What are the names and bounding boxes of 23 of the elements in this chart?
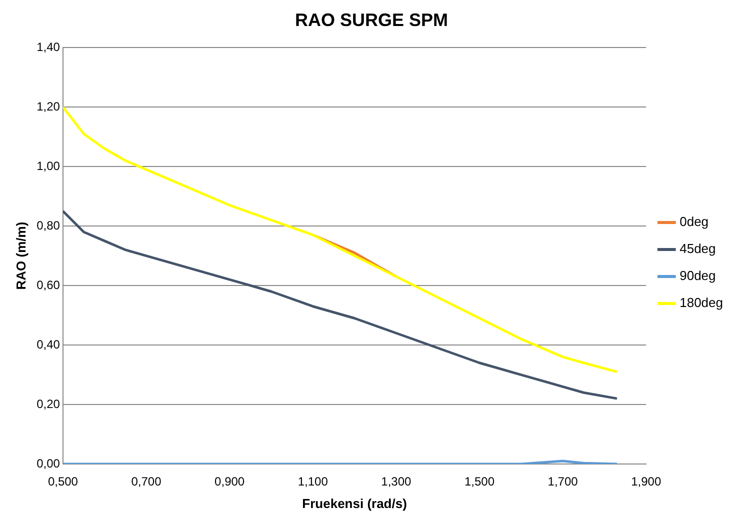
legend-label: 0deg: [680, 214, 709, 230]
x-tick-label: 1,700: [548, 474, 578, 489]
chart-title: RAO SURGE SPM: [294, 10, 448, 30]
legend-label: 45deg: [680, 241, 716, 256]
y-tick-label: 0,60: [36, 278, 60, 292]
y-tick-label: 0,40: [36, 337, 60, 352]
y-tick-label: 1,40: [36, 40, 60, 54]
x-tick-label: 0,500: [48, 474, 78, 489]
x-tick-label: 1,500: [464, 474, 495, 489]
y-axis-title: RAO (m/m): [13, 222, 28, 290]
legend-label: 180deg: [680, 295, 724, 310]
legend-label: 90deg: [680, 268, 716, 284]
x-tick-label: 0,900: [214, 474, 245, 489]
x-tick-label: 1,900: [631, 474, 662, 489]
x-tick-label: 0,700: [131, 474, 162, 489]
y-tick-label: 0,80: [36, 218, 60, 232]
y-tick-label: 0,00: [36, 456, 60, 470]
y-tick-label: 1,00: [36, 158, 60, 173]
y-tick-label: 1,20: [36, 99, 60, 114]
y-tick-label: 0,20: [36, 396, 60, 411]
x-tick-label: 1,100: [298, 474, 328, 489]
x-axis-title: Fruekensi (rad/s): [302, 496, 407, 511]
x-tick-label: 1,300: [381, 474, 412, 489]
